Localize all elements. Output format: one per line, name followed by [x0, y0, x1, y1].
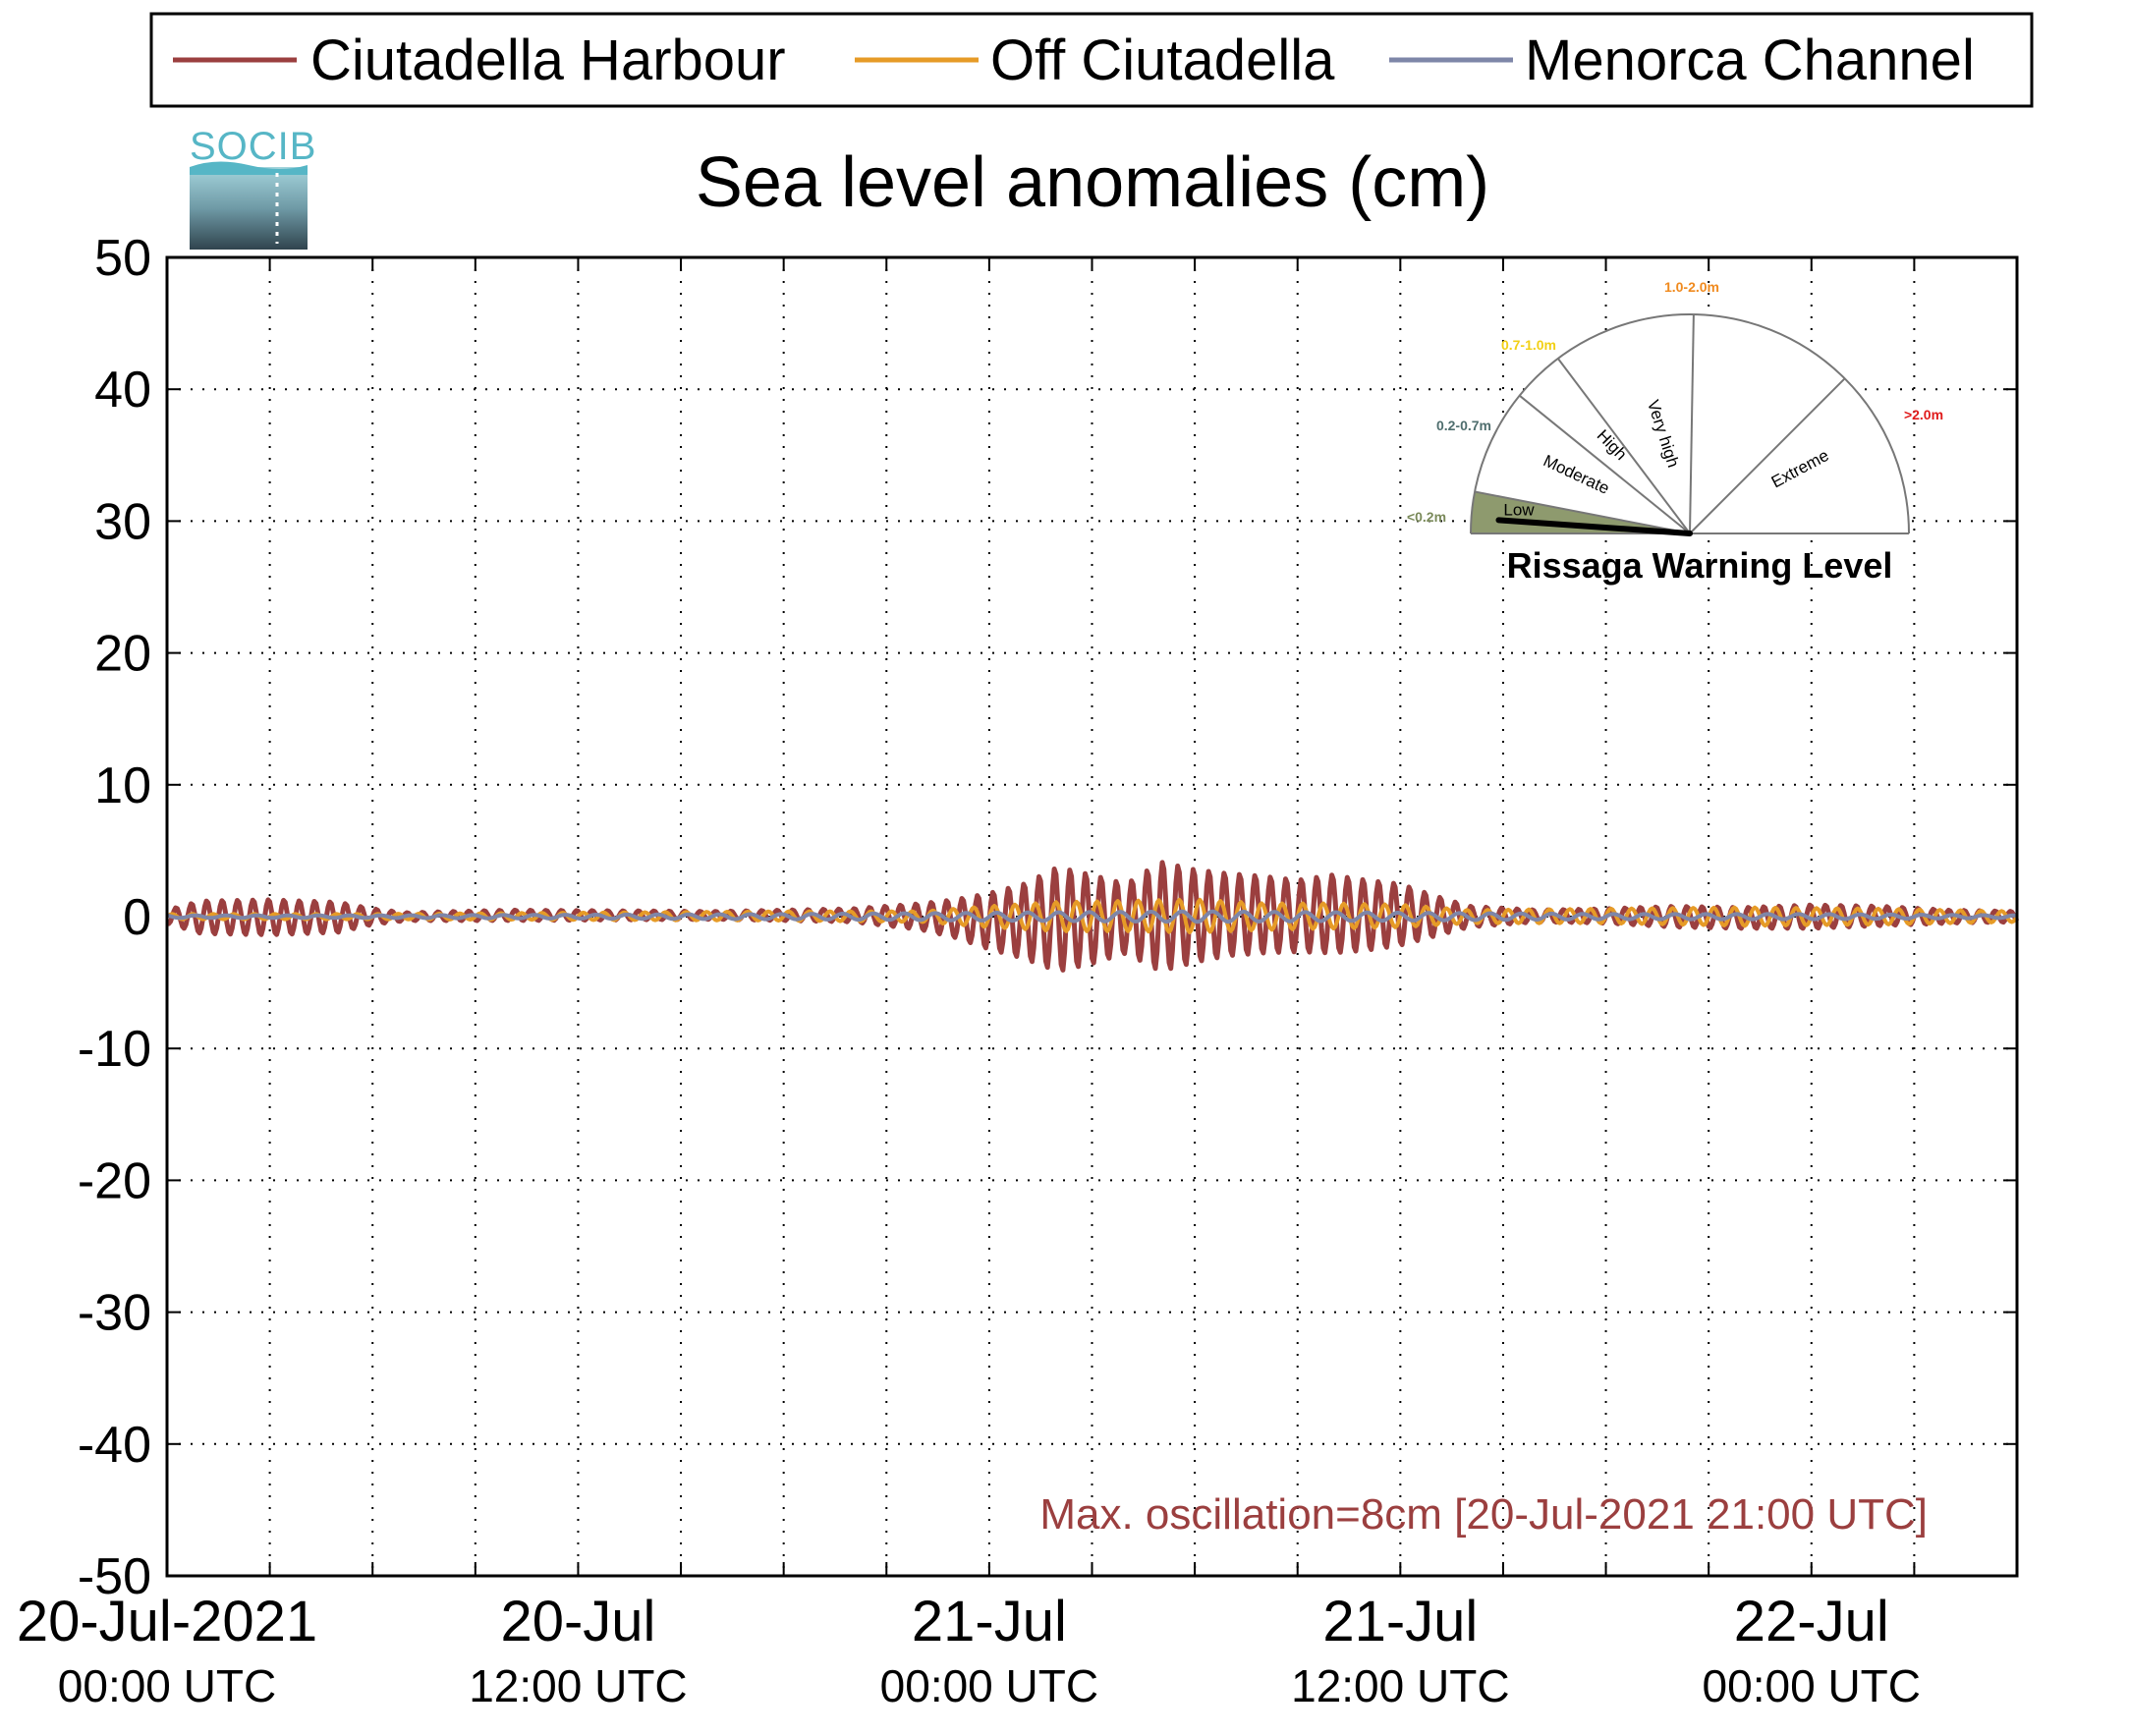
gauge-sector-high — [1519, 358, 1690, 533]
y-tick-label: -20 — [78, 1152, 151, 1209]
x-tick-date-label: 21-Jul — [1322, 1590, 1478, 1653]
x-tick-time-label: 00:00 UTC — [58, 1660, 276, 1711]
gauge-title: Rissaga Warning Level — [1507, 545, 1893, 586]
data-series — [165, 860, 2020, 973]
chart-title: Sea level anomalies (cm) — [696, 143, 1489, 222]
logo-water-block — [190, 167, 308, 250]
x-tick-time-label: 12:00 UTC — [469, 1660, 687, 1711]
x-tick-time-label: 00:00 UTC — [880, 1660, 1098, 1711]
gauge-divider — [1519, 394, 1691, 534]
y-tick-label: 20 — [94, 626, 151, 683]
y-tick-label: 0 — [123, 889, 151, 946]
x-tick-date-label: 20-Jul — [500, 1590, 655, 1653]
gauge-sector-very-high — [1557, 314, 1694, 533]
gauge-divider — [1689, 314, 1695, 534]
x-tick-time-label: 12:00 UTC — [1291, 1660, 1509, 1711]
gauge-range-label: 0.7-1.0m — [1501, 337, 1556, 353]
x-axis: 20-Jul-2021 00:00 UTC 20-Jul 12:00 UTC 21-Ju… — [17, 257, 1921, 1711]
y-tick-label: -30 — [78, 1285, 151, 1342]
series-line-ciutadella-harbour — [165, 860, 2020, 973]
gauge-divider — [1689, 377, 1846, 534]
socib-logo: SOCIB — [190, 125, 316, 250]
gauge-range-label: 0.2-0.7m — [1436, 418, 1491, 433]
gauge-range-label: >2.0m — [1904, 407, 1943, 422]
x-tick-date-label: 20-Jul-2021 — [17, 1590, 317, 1653]
gauge-range-label: 1.0-2.0m — [1664, 279, 1719, 295]
x-tick-date-label: 22-Jul — [1734, 1590, 1889, 1653]
gauge-level-label: Low — [1503, 501, 1535, 520]
y-tick-label: 10 — [94, 757, 151, 814]
series-line-menorca-channel — [166, 909, 2018, 924]
legend-label-off-ciutadella: Off Ciutadella — [990, 28, 1335, 92]
y-axis: 50 40 30 20 10 0 -10 -20 -30 -40 -50 — [78, 230, 2017, 1605]
legend: Ciutadella Harbour Off Ciutadella Menorc… — [149, 12, 2034, 108]
y-tick-label: 40 — [94, 362, 151, 419]
y-tick-label: 50 — [94, 230, 151, 287]
gauge-sector-moderate — [1475, 395, 1690, 533]
legend-label-menorca-channel: Menorca Channel — [1525, 28, 1975, 92]
gauge-range-label: <0.2m — [1407, 509, 1446, 525]
plot-frame — [165, 255, 2019, 1578]
gauge-needle — [1495, 517, 1693, 536]
gauge-divider — [1556, 358, 1691, 534]
logo-text: SOCIB — [190, 125, 316, 168]
y-tick-label: -50 — [78, 1548, 151, 1605]
logo-wave-shape — [190, 161, 308, 175]
max-oscillation-annotation: Max. oscillation=8cm [20-Jul-2021 21:00 … — [1039, 1490, 1928, 1539]
gauge-outline-arc — [1470, 313, 1910, 534]
legend-box — [149, 12, 2034, 108]
gauge-divider — [1474, 490, 1691, 534]
x-tick-date-label: 21-Jul — [912, 1590, 1067, 1653]
y-tick-label: 30 — [94, 493, 151, 550]
legend-label-ciutadella-harbour: Ciutadella Harbour — [310, 28, 786, 92]
y-tick-label: -10 — [78, 1021, 151, 1078]
y-tick-label: -40 — [78, 1417, 151, 1474]
x-tick-time-label: 00:00 UTC — [1703, 1660, 1921, 1711]
